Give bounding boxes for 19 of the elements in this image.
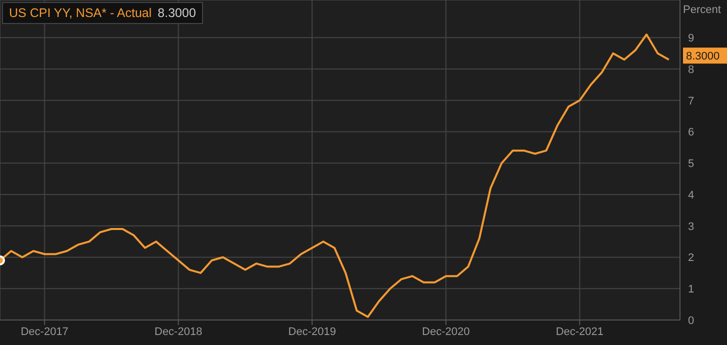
- text: 8.3000: [158, 6, 196, 20]
- y-tick-label: 1: [688, 284, 694, 296]
- text: US CPI YY, NSA* - Actual: [9, 6, 152, 20]
- y-tick-label: 5: [688, 158, 694, 170]
- x-tick-label: Dec-2020: [422, 326, 470, 338]
- y-tick-label: 0: [688, 314, 694, 327]
- y-tick-label: 8: [688, 64, 694, 76]
- y-tick-label: 9: [688, 32, 694, 45]
- x-tick-label: Dec-2021: [556, 326, 604, 338]
- x-tick-label: Dec-2018: [154, 326, 202, 338]
- y-tick-label: 3: [688, 220, 694, 233]
- y-tick-label: 6: [688, 126, 694, 139]
- data-label: 8.3000: [686, 50, 720, 63]
- x-tick-label: Dec-2017: [20, 326, 68, 338]
- x-tick-label: Dec-2019: [288, 326, 336, 338]
- y-tick-label: 7: [688, 95, 694, 108]
- y-tick-label: 2: [688, 252, 694, 264]
- y-axis-title: Percent: [683, 4, 721, 16]
- y-tick-label: 4: [688, 189, 694, 202]
